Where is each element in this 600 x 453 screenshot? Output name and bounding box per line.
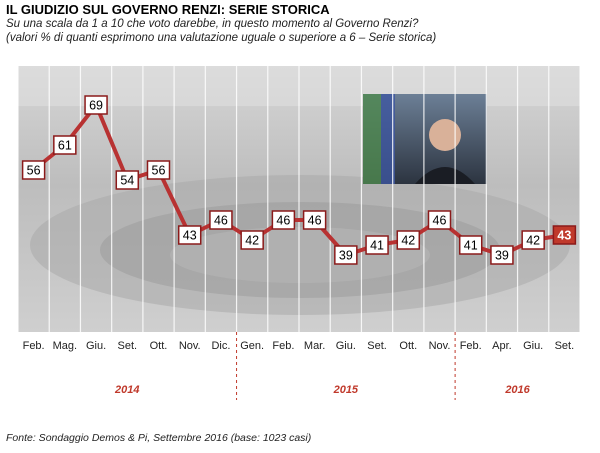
data-label: 41 [370, 239, 384, 253]
x-tick-label: Apr. [492, 340, 512, 352]
data-label-box [271, 210, 296, 230]
year-labels: 2014 2015 2016 [114, 384, 531, 396]
x-tick-label: Giu. [523, 340, 543, 352]
data-label: 43 [183, 229, 197, 243]
x-tick-label: Ott. [150, 340, 168, 352]
subtitle-line-2: (valori % di quanti esprimono una valuta… [6, 32, 437, 44]
x-tick-label: Feb. [272, 340, 294, 352]
data-label: 46 [433, 214, 447, 228]
data-label: 54 [120, 174, 134, 188]
year-label: 2016 [504, 384, 530, 396]
source-note: Fonte: Sondaggio Demos & Pi, Settembre 2… [6, 432, 312, 444]
x-tick-label: Set. [367, 340, 387, 352]
data-label-box [521, 230, 545, 250]
data-label-box [427, 210, 452, 230]
data-label: 43 [557, 229, 571, 243]
data-label-box [458, 235, 483, 255]
data-label: 41 [464, 239, 478, 253]
data-label-box [365, 235, 389, 255]
data-label-box [177, 225, 202, 245]
data-label: 69 [89, 99, 103, 113]
data-label: 42 [245, 234, 259, 248]
data-label: 46 [308, 214, 322, 228]
data-label: 56 [27, 164, 41, 178]
x-tick-label: Set. [117, 340, 137, 352]
data-label: 42 [526, 234, 540, 248]
data-label-box [84, 95, 108, 115]
x-tick-label: Feb. [23, 340, 45, 352]
data-label: 56 [152, 164, 166, 178]
data-label-box [302, 210, 327, 230]
year-label: 2014 [114, 384, 139, 396]
data-label-box [53, 135, 77, 155]
data-label: 42 [401, 234, 415, 248]
x-tick-label: Giu. [86, 340, 106, 352]
data-label-box [115, 170, 140, 190]
x-tick-label: Mag. [53, 340, 77, 352]
data-label-box [240, 230, 264, 250]
data-label: 46 [214, 214, 228, 228]
data-label-box [21, 160, 46, 180]
data-label-box [334, 245, 358, 265]
year-label: 2015 [333, 384, 359, 396]
x-tick-label: Dic. [211, 340, 230, 352]
data-labels: 56 61 69 54 56 43 46 42 46 46 39 41 42 46 41 39 42 43 [21, 95, 577, 265]
data-label-box [490, 245, 514, 265]
data-label-box [396, 230, 421, 250]
x-tick-label: Gen. [240, 340, 264, 352]
x-tick-label: Mar. [304, 340, 325, 352]
x-tick-label: Ott. [399, 340, 417, 352]
data-label-box [552, 225, 577, 245]
x-tick-label: Nov. [429, 340, 451, 352]
data-label: 46 [276, 214, 290, 228]
data-label-box [209, 210, 233, 230]
data-label: 61 [58, 139, 72, 153]
year-dividers [236, 332, 456, 400]
data-label-box [146, 160, 171, 180]
x-tick-labels: Feb. Mag. Giu. Set. Ott. Nov. Dic. Gen. Feb. Mar.… [23, 340, 575, 352]
x-tick-label: Set. [555, 340, 575, 352]
inset-photo [363, 94, 487, 184]
x-tick-label: Nov. [179, 340, 201, 352]
x-tick-label: Feb. [460, 340, 482, 352]
subtitle-line-1: Su una scala da 1 a 10 che voto darebbe,… [6, 18, 419, 30]
chart-title: IL GIUDIZIO SUL GOVERNO RENZI: SERIE STO… [6, 2, 330, 17]
chart-subtitle: Su una scala da 1 a 10 che voto darebbe,… [6, 17, 436, 45]
data-label: 39 [495, 249, 509, 263]
data-label: 39 [339, 249, 353, 263]
x-tick-label: Giu. [336, 340, 356, 352]
